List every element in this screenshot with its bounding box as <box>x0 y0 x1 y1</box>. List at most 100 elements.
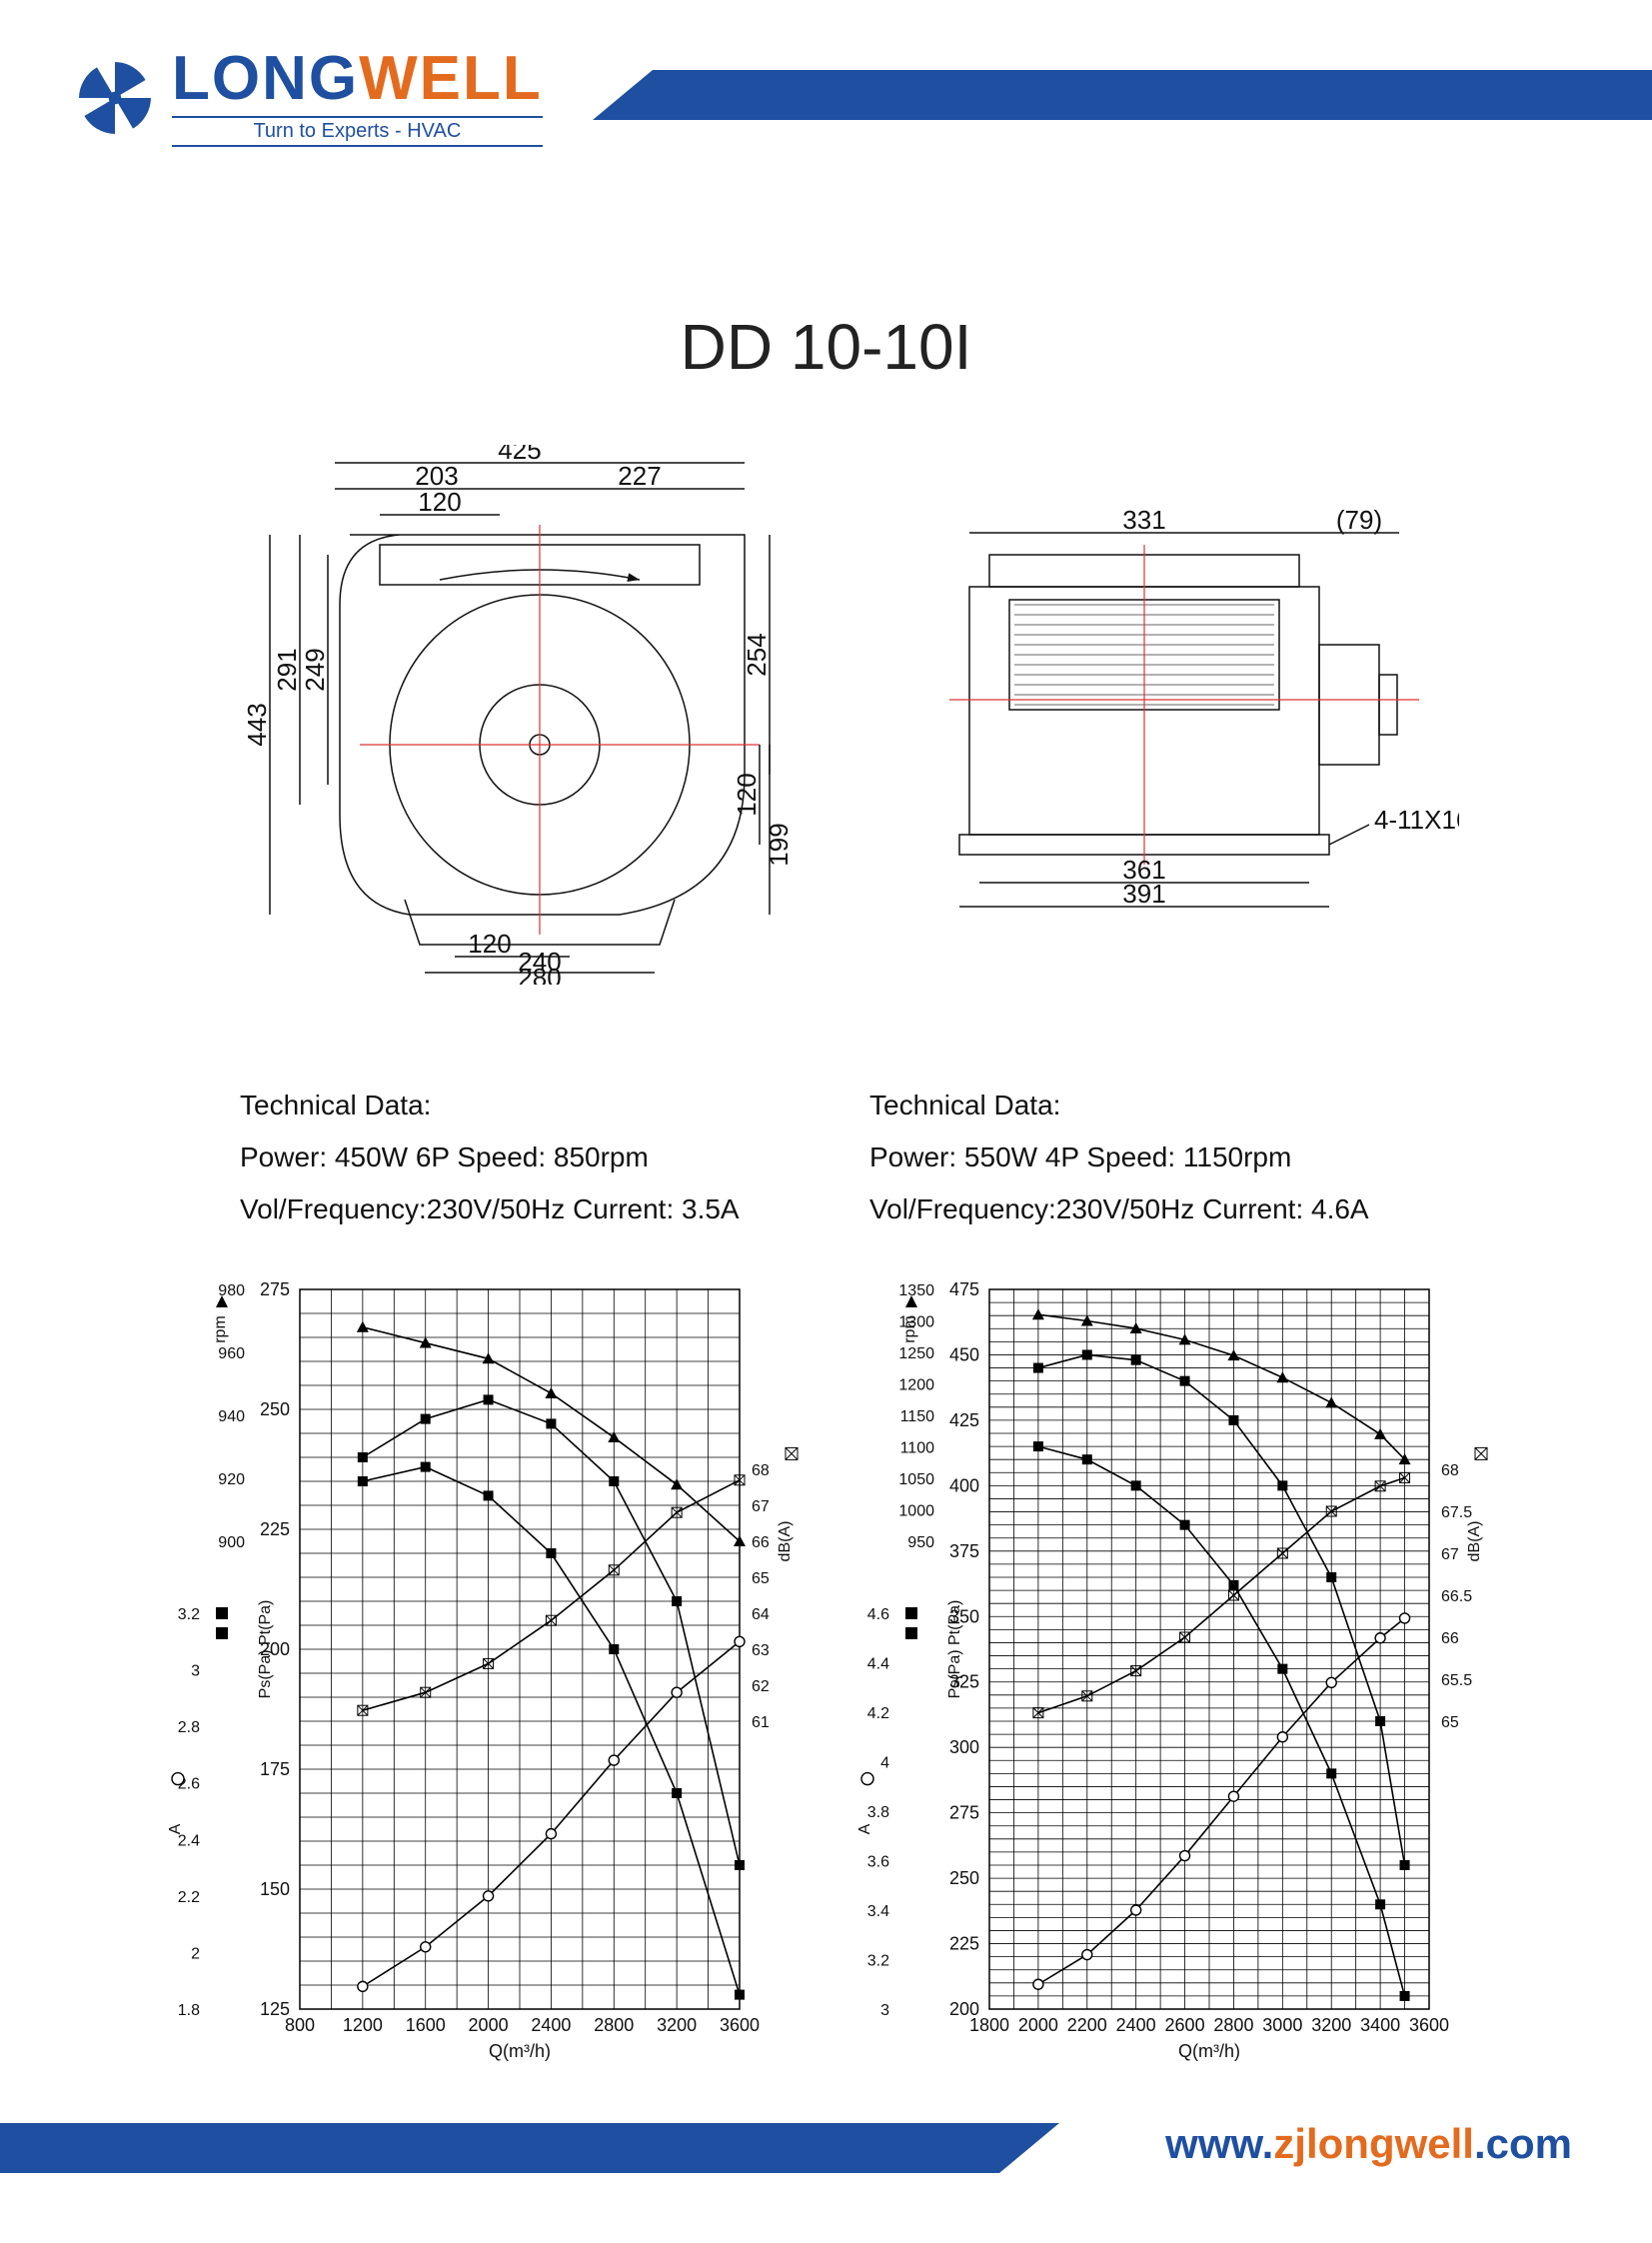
svg-text:Q(m³/h): Q(m³/h) <box>489 2041 551 2061</box>
svg-text:120: 120 <box>732 773 762 816</box>
tech-line: Power: 450W 6P Speed: 850rpm <box>240 1131 899 1183</box>
svg-text:65: 65 <box>1441 1714 1459 1731</box>
footer-url: www.zjlongwell.com <box>1165 2120 1572 2168</box>
svg-text:227: 227 <box>618 461 661 491</box>
svg-text:275: 275 <box>949 1803 979 1823</box>
svg-text:940: 940 <box>218 1408 245 1425</box>
svg-text:2800: 2800 <box>1213 2015 1253 2035</box>
svg-text:dB(A): dB(A) <box>777 1521 794 1562</box>
svg-text:200: 200 <box>949 1999 979 2019</box>
svg-text:67: 67 <box>1441 1546 1459 1563</box>
svg-text:120: 120 <box>468 929 511 959</box>
svg-text:2200: 2200 <box>1067 2015 1107 2035</box>
svg-text:rpm: rpm <box>901 1315 918 1343</box>
tech-heading: Technical Data: <box>869 1080 1529 1131</box>
front-view-drawing: 425 203 227 120 443 291 249 <box>240 445 800 985</box>
svg-text:2.2: 2.2 <box>178 1889 200 1906</box>
svg-text:67.5: 67.5 <box>1441 1504 1472 1521</box>
svg-text:225: 225 <box>260 1519 290 1539</box>
svg-text:67: 67 <box>752 1498 770 1515</box>
svg-text:2: 2 <box>191 1945 200 1962</box>
performance-chart-left: 8001200160020002400280032003600Q(m³/h)12… <box>150 1259 829 2094</box>
svg-text:3.4: 3.4 <box>867 1903 889 1920</box>
svg-text:3400: 3400 <box>1360 2015 1400 2035</box>
svg-text:4-11X16: 4-11X16 <box>1374 805 1459 835</box>
tech-line: Power: 550W 4P Speed: 1150rpm <box>869 1131 1529 1183</box>
svg-text:A: A <box>856 1823 873 1834</box>
header-stripe <box>653 70 1652 120</box>
svg-text:68: 68 <box>1441 1462 1459 1479</box>
svg-text:3: 3 <box>191 1663 200 1680</box>
svg-text:3000: 3000 <box>1262 2015 1302 2035</box>
svg-text:68: 68 <box>752 1462 770 1479</box>
svg-text:dB(A): dB(A) <box>1466 1521 1483 1562</box>
url-mid: zjlongwell <box>1273 2120 1474 2167</box>
brand-name-orange: WELL <box>359 44 543 113</box>
svg-text:Q(m³/h): Q(m³/h) <box>1178 2041 1240 2061</box>
svg-text:225: 225 <box>949 1934 979 1954</box>
url-prefix: www. <box>1165 2120 1273 2167</box>
svg-text:1150: 1150 <box>900 1408 935 1425</box>
svg-text:4.6: 4.6 <box>867 1606 889 1623</box>
brand-name: LONGWELL <box>172 48 543 110</box>
svg-text:291: 291 <box>272 648 302 691</box>
svg-text:280: 280 <box>518 963 561 985</box>
svg-text:2400: 2400 <box>1116 2015 1156 2035</box>
svg-text:1250: 1250 <box>898 1345 934 1362</box>
tech-heading: Technical Data: <box>240 1080 899 1131</box>
svg-text:443: 443 <box>242 703 272 746</box>
svg-text:475: 475 <box>949 1279 979 1299</box>
svg-text:Ps(Pa) Pt(Pa): Ps(Pa) Pt(Pa) <box>946 1600 963 1699</box>
svg-text:249: 249 <box>300 648 330 691</box>
svg-text:950: 950 <box>907 1534 934 1551</box>
svg-text:4.2: 4.2 <box>867 1705 889 1722</box>
performance-chart-right: 1800200022002400260028003000320034003600… <box>839 1259 1519 2094</box>
svg-text:4: 4 <box>880 1755 889 1772</box>
svg-text:1200: 1200 <box>343 2015 383 2035</box>
svg-text:66.5: 66.5 <box>1441 1588 1472 1605</box>
svg-text:425: 425 <box>949 1410 979 1430</box>
svg-text:3: 3 <box>880 2002 889 2019</box>
svg-text:(79): (79) <box>1336 505 1382 535</box>
svg-text:2400: 2400 <box>531 2015 571 2035</box>
svg-text:3200: 3200 <box>657 2015 697 2035</box>
svg-text:300: 300 <box>949 1737 979 1757</box>
svg-text:1100: 1100 <box>900 1440 935 1457</box>
tech-data-right: Technical Data: Power: 550W 4P Speed: 11… <box>869 1080 1529 1234</box>
svg-text:66: 66 <box>752 1534 770 1551</box>
url-suffix: .com <box>1474 2120 1572 2167</box>
svg-text:3.8: 3.8 <box>867 1804 889 1821</box>
svg-text:61: 61 <box>752 1714 770 1731</box>
svg-text:2000: 2000 <box>1018 2015 1058 2035</box>
svg-text:1600: 1600 <box>406 2015 446 2035</box>
svg-text:1050: 1050 <box>898 1471 934 1488</box>
svg-text:3600: 3600 <box>720 2015 760 2035</box>
svg-text:2000: 2000 <box>469 2015 509 2035</box>
svg-text:250: 250 <box>260 1399 290 1419</box>
svg-text:1350: 1350 <box>898 1282 934 1299</box>
svg-text:3.6: 3.6 <box>867 1854 889 1871</box>
svg-text:920: 920 <box>218 1471 245 1488</box>
svg-text:64: 64 <box>752 1606 770 1623</box>
svg-text:65.5: 65.5 <box>1441 1672 1472 1689</box>
svg-text:250: 250 <box>949 1868 979 1888</box>
svg-text:2.8: 2.8 <box>178 1719 200 1736</box>
brand-logo: LONGWELL Turn to Experts - HVAC <box>70 48 543 147</box>
fan-icon <box>70 53 160 143</box>
svg-text:1.8: 1.8 <box>178 2002 200 2019</box>
svg-text:2800: 2800 <box>594 2015 634 2035</box>
svg-text:120: 120 <box>418 487 461 517</box>
svg-text:3600: 3600 <box>1409 2015 1449 2035</box>
tech-line: Vol/Frequency:230V/50Hz Current: 4.6A <box>869 1183 1529 1235</box>
svg-text:4.4: 4.4 <box>867 1656 889 1673</box>
svg-text:425: 425 <box>498 445 541 465</box>
svg-text:3.2: 3.2 <box>867 1953 889 1970</box>
tech-data-left: Technical Data: Power: 450W 6P Speed: 85… <box>240 1080 899 1234</box>
svg-text:2600: 2600 <box>1165 2015 1205 2035</box>
svg-text:254: 254 <box>742 633 772 676</box>
svg-text:199: 199 <box>764 823 794 866</box>
side-view-drawing: 331 (79) <box>899 505 1459 945</box>
svg-text:391: 391 <box>1122 879 1165 909</box>
svg-text:331: 331 <box>1122 505 1165 535</box>
svg-text:275: 275 <box>260 1279 290 1299</box>
